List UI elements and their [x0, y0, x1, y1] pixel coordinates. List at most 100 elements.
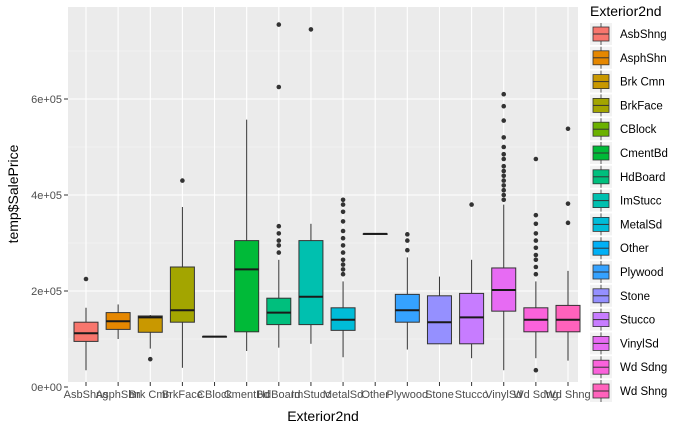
outlier-point [340, 209, 346, 215]
box-iqr [137, 315, 163, 333]
box-vinylsd [491, 91, 517, 371]
legend-label: AsbShng [620, 29, 667, 41]
legend-label: Stucco [620, 315, 655, 327]
outlier-point [533, 156, 539, 162]
y-tick-label: 6e+05 [31, 94, 62, 106]
outlier-point [501, 178, 507, 183]
outlier-point [308, 27, 314, 32]
legend-item-wd-sdng: Wd Sdng [590, 356, 667, 379]
legend-item-hdboard: HdBoard [590, 165, 665, 188]
outlier-point [533, 367, 539, 373]
x-tick-label: Stucco [455, 389, 489, 401]
outlier-point [83, 276, 89, 282]
x-tick-label: BrkFace [162, 389, 203, 401]
outlier-point [340, 250, 346, 255]
outlier-point [533, 245, 539, 251]
legend-label: VinylSd [620, 338, 659, 350]
outlier-point [340, 228, 346, 234]
outlier-point [501, 173, 507, 179]
x-tick-label: VinylSd [485, 389, 522, 401]
x-tick-label: Wd Sdng [513, 389, 558, 401]
legend-title: Exterior2nd [590, 3, 662, 19]
box-imstucc [298, 27, 324, 344]
outlier-point [405, 238, 410, 243]
outlier-point [533, 212, 539, 218]
x-tick-label: Brk Cmn [129, 389, 172, 401]
x-tick-label: ImStucc [291, 389, 331, 401]
legend: Exterior2nd AsbShng AsphShn Brk Cmn BrkFace… [590, 3, 668, 402]
box-cblock [202, 335, 228, 338]
outlier-point [533, 238, 539, 243]
y-tick-label: 4e+05 [31, 190, 62, 202]
box-iqr [298, 240, 324, 326]
legend-label: Wd Shng [620, 386, 667, 398]
legend-item-cmentbd: CmentBd [590, 142, 668, 164]
outlier-point [340, 243, 346, 248]
box-iqr [555, 304, 581, 333]
outlier-point [501, 187, 507, 193]
box-asbshng [73, 276, 99, 371]
box-iqr [169, 266, 195, 323]
y-tick-label: 2e+05 [31, 286, 62, 298]
outlier-point [340, 271, 346, 277]
outlier-point [501, 183, 507, 188]
x-tick-label: Other [361, 389, 389, 401]
outlier-point [340, 202, 346, 207]
box-wd-sdng [523, 156, 549, 373]
x-tick-label: HdBoard [257, 389, 300, 401]
legend-item-brkface: BrkFace [590, 94, 663, 117]
box-brkface [169, 178, 195, 368]
outlier-point [501, 156, 507, 162]
outlier-point [340, 267, 346, 272]
y-axis-title: temp$SalePrice [5, 144, 21, 243]
outlier-point [469, 202, 474, 207]
legend-item-asbshng: AsbShng [590, 23, 667, 45]
legend-item-cblock: CBlock [590, 118, 657, 141]
outlier-point [276, 250, 282, 255]
box-hdboard [266, 22, 292, 348]
outlier-point [501, 144, 507, 150]
box-series [73, 22, 581, 373]
outlier-point [276, 243, 282, 248]
outlier-point [501, 118, 507, 123]
outlier-point [501, 192, 507, 198]
outlier-point [180, 178, 185, 183]
box-iqr [73, 321, 99, 342]
legend-item-wd-shng: Wd Shng [590, 380, 667, 402]
legend-label: Plywood [620, 267, 663, 279]
box-iqr [234, 240, 260, 333]
outlier-point [340, 219, 346, 224]
outlier-point [565, 126, 571, 132]
x-tick-label: MetalSd [323, 389, 363, 401]
x-tick-label: Plywood [387, 389, 429, 401]
box-stucco [459, 202, 485, 359]
box-cmentbd [234, 119, 260, 351]
legend-item-vinylsd: VinylSd [590, 332, 659, 355]
outlier-point [533, 221, 539, 227]
legend-item-other: Other [590, 237, 649, 260]
outlier-point [276, 84, 282, 90]
outlier-point [501, 197, 507, 203]
outlier-point [276, 22, 282, 27]
box-brk-cmn [137, 315, 163, 362]
outlier-point [147, 356, 153, 362]
legend-label: Other [620, 243, 649, 255]
x-tick-label: Wd Shng [545, 389, 590, 401]
legend-item-plywood: Plywood [590, 261, 663, 283]
outlier-point [565, 201, 571, 206]
legend-label: HdBoard [620, 172, 665, 184]
outlier-point [533, 257, 539, 263]
box-asphshn [105, 304, 131, 339]
outlier-point [501, 91, 507, 97]
outlier-point [501, 103, 507, 109]
box-iqr [426, 295, 452, 345]
legend-item-stucco: Stucco [590, 308, 655, 331]
outlier-point [501, 163, 507, 169]
legend-label: Stone [620, 291, 650, 303]
box-iqr [394, 293, 420, 323]
outlier-point [340, 235, 346, 241]
box-stone [426, 276, 452, 345]
legend-label: Brk Cmn [620, 77, 665, 89]
outlier-point [501, 168, 507, 174]
